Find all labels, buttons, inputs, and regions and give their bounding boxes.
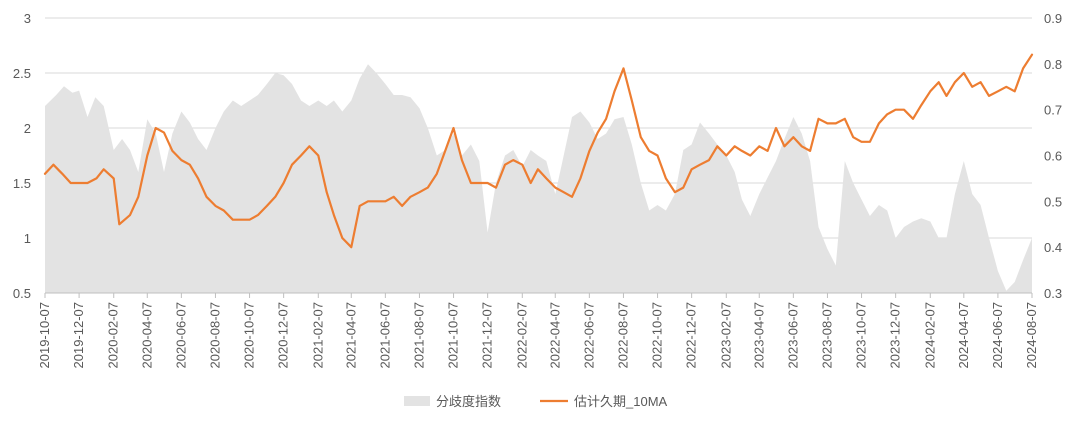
x-tick-label: 2021-08-07 xyxy=(411,302,426,369)
left-y-axis: 0.5 1 1.5 2 2.5 3 xyxy=(13,11,31,301)
x-tick-label: 2020-12-07 xyxy=(276,302,291,369)
x-tick-label: 2021-10-07 xyxy=(446,302,461,369)
x-tick-label: 2024-04-07 xyxy=(956,302,971,369)
x-tick-label: 2022-10-07 xyxy=(650,302,665,369)
x-tick-label: 2023-08-07 xyxy=(819,302,834,369)
x-tick-label: 2022-08-07 xyxy=(615,302,630,369)
legend-label-estimated-duration: 估计久期_10MA xyxy=(574,394,668,409)
x-tick-label: 2020-04-07 xyxy=(139,302,154,369)
x-tick-label: 2023-12-07 xyxy=(888,302,903,369)
left-y-tick-label: 1.5 xyxy=(13,176,31,191)
x-tick-label: 2020-10-07 xyxy=(242,302,257,369)
legend: 分歧度指数 估计久期_10MA xyxy=(404,394,668,409)
x-tick-label: 2023-02-07 xyxy=(718,302,733,369)
divergence-index-area xyxy=(45,64,1032,293)
x-tick-label: 2020-02-07 xyxy=(106,302,121,369)
left-y-tick-label: 2 xyxy=(24,121,31,136)
x-tick-label: 2023-04-07 xyxy=(751,302,766,369)
x-tick-label: 2020-08-07 xyxy=(207,302,222,369)
right-y-tick-label: 0.6 xyxy=(1044,149,1062,164)
legend-label-divergence-index: 分歧度指数 xyxy=(436,394,501,409)
right-y-tick-label: 0.9 xyxy=(1044,11,1062,26)
x-tick-label: 2022-12-07 xyxy=(684,302,699,369)
estimated-duration-line xyxy=(43,53,1034,249)
x-tick-label: 2020-06-07 xyxy=(173,302,188,369)
left-y-tick-label: 2.5 xyxy=(13,66,31,81)
legend-swatch-divergence-index xyxy=(404,396,430,406)
right-y-tick-label: 0.3 xyxy=(1044,286,1062,301)
x-tick-label: 2023-10-07 xyxy=(854,302,869,369)
x-tick-label: 2021-04-07 xyxy=(343,302,358,369)
divergence-index-area-series xyxy=(45,64,1032,293)
left-y-tick-label: 3 xyxy=(24,11,31,26)
x-tick-label: 2024-08-07 xyxy=(1024,302,1039,369)
x-tick-label: 2024-02-07 xyxy=(922,302,937,369)
right-y-tick-label: 0.8 xyxy=(1044,57,1062,72)
x-tick-label: 2021-12-07 xyxy=(480,302,495,369)
estimated-duration-line-series xyxy=(43,53,1034,249)
x-axis: 2019-10-07 2019-12-07 2020-02-07 2020-04-07… xyxy=(37,292,1039,369)
x-tick-label: 2022-06-07 xyxy=(581,302,596,369)
x-tick-label: 2024-06-07 xyxy=(990,302,1005,369)
x-tick-label: 2019-12-07 xyxy=(71,302,86,369)
right-y-tick-label: 0.7 xyxy=(1044,103,1062,118)
x-tick-label: 2021-02-07 xyxy=(310,302,325,369)
left-y-tick-label: 0.5 xyxy=(13,286,31,301)
x-tick-label: 2021-06-07 xyxy=(377,302,392,369)
right-y-axis: 0.3 0.4 0.5 0.6 0.7 0.8 0.9 xyxy=(1044,11,1062,301)
x-tick-label: 2023-06-07 xyxy=(785,302,800,369)
right-y-tick-label: 0.5 xyxy=(1044,194,1062,209)
x-tick-label: 2022-02-07 xyxy=(514,302,529,369)
left-y-tick-label: 1 xyxy=(24,231,31,246)
x-tick-label: 2019-10-07 xyxy=(37,302,52,369)
right-y-tick-label: 0.4 xyxy=(1044,240,1062,255)
x-tick-label: 2022-04-07 xyxy=(547,302,562,369)
